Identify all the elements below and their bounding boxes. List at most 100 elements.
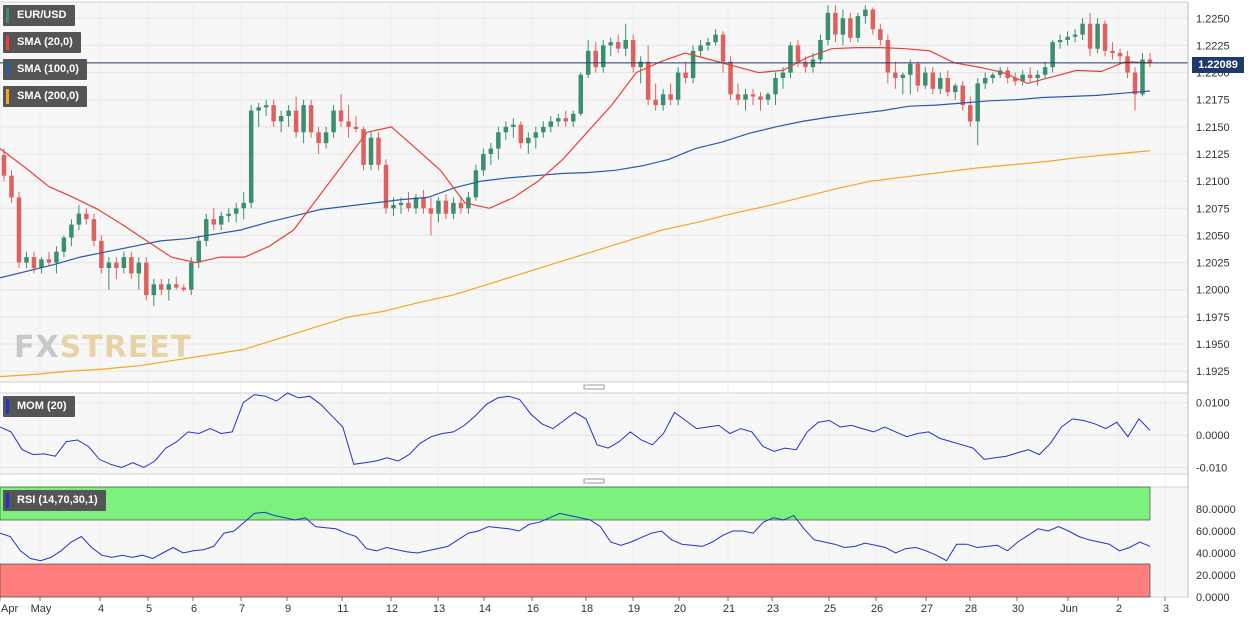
candle-body	[945, 78, 951, 93]
x-tick-label: 14	[479, 603, 491, 615]
candle-body	[750, 94, 756, 97]
candle-body	[803, 61, 808, 68]
rsi-line	[0, 511, 1151, 562]
sma200-tag[interactable]: SMA (200,0)	[3, 86, 87, 107]
x-tick-label: 2	[1116, 603, 1122, 615]
x-tick-label: Apr	[1, 603, 18, 615]
rsi-y-tick-label: 80.0000	[1196, 504, 1236, 516]
mom-panel-frame	[0, 392, 1189, 475]
candle-body	[705, 42, 711, 46]
sma100-swatch	[6, 62, 9, 77]
candle-body	[908, 63, 913, 75]
candle-body	[458, 202, 464, 209]
rsi-y-tick-label: 60.0000	[1196, 526, 1236, 538]
candle-body	[413, 197, 419, 209]
candle-body	[114, 262, 119, 268]
x-tick-label: 20	[674, 603, 686, 615]
sma100-tag[interactable]: SMA (100,0)	[3, 59, 87, 80]
candle-body	[660, 94, 666, 106]
candle-body	[54, 251, 59, 263]
y-tick-label: 1.2050	[1196, 230, 1230, 242]
mom-tag[interactable]: MOM (20)	[3, 396, 75, 417]
candle-body	[975, 83, 980, 122]
y-tick-label: 1.2100	[1196, 176, 1230, 188]
candle-body	[1050, 42, 1055, 68]
candle-body	[286, 110, 291, 116]
candle-body	[308, 105, 314, 133]
candle-body	[735, 94, 741, 100]
rsi-y-tick-label: 20.0000	[1196, 570, 1236, 582]
candle-body	[878, 29, 883, 40]
sma20-tag[interactable]: SMA (20,0)	[3, 32, 81, 53]
candle-body	[600, 45, 606, 68]
sma200-line	[0, 150, 1151, 378]
candle-body	[421, 197, 426, 209]
candle-body	[743, 94, 748, 100]
candle-body	[443, 200, 449, 214]
candle-body	[136, 262, 142, 274]
fxstreet-watermark: FXSTREET	[14, 330, 193, 365]
candle-body	[1042, 67, 1048, 75]
x-tick-label: 3	[1163, 603, 1169, 615]
candle-body	[1, 155, 7, 176]
symbol-tag[interactable]: EUR/USD	[3, 5, 75, 26]
candle-body	[496, 132, 501, 149]
candle-body	[488, 148, 494, 154]
candle-body	[46, 259, 52, 263]
candle-body	[368, 137, 374, 165]
candle-body	[129, 257, 134, 274]
candle-body	[518, 124, 524, 144]
candle-body	[758, 96, 763, 100]
candle-body	[31, 257, 37, 268]
candle-body	[990, 74, 995, 78]
symbol-swatch	[6, 8, 9, 23]
candle-body	[451, 202, 456, 214]
sma100-line	[0, 90, 1151, 279]
candle-body	[256, 107, 261, 111]
candle-body	[1087, 23, 1093, 49]
candle-body	[99, 240, 104, 268]
pane-splitter-1	[583, 384, 605, 390]
y-tick-label: 1.2125	[1196, 149, 1230, 161]
candle-body	[1102, 23, 1108, 51]
candle-body	[1125, 56, 1130, 73]
last-price-tag: 1.22089	[1192, 57, 1244, 73]
candle-body	[9, 175, 14, 198]
candle-body	[511, 124, 516, 127]
y-tick-label: 1.2075	[1196, 203, 1230, 215]
candle-body	[346, 121, 351, 127]
candle-body	[61, 237, 67, 252]
candle-body	[196, 240, 201, 263]
candle-body	[151, 284, 157, 296]
candle-body	[1095, 23, 1100, 49]
y-tick-label: 1.2000	[1196, 285, 1230, 297]
candle-body	[181, 287, 187, 290]
candle-body	[1020, 74, 1025, 82]
x-tick-label: 6	[191, 603, 197, 615]
x-tick-label: 7	[239, 603, 245, 615]
candle-body	[1140, 59, 1145, 95]
candle-body	[533, 132, 539, 138]
candle-body	[39, 259, 44, 268]
candle-body	[638, 61, 643, 68]
candle-body	[1035, 74, 1040, 78]
symbol-label: EUR/USD	[17, 9, 67, 21]
candle-body	[653, 99, 658, 106]
candle-body	[997, 70, 1003, 75]
candle-body	[353, 126, 359, 130]
rsi-label: RSI (14,70,30,1)	[17, 494, 98, 506]
candle-body	[316, 132, 321, 144]
candle-body	[481, 154, 486, 171]
candle-body	[818, 40, 823, 60]
candle-body	[885, 40, 891, 73]
x-tick-label: Jun	[1060, 603, 1078, 615]
candle-body	[923, 72, 928, 86]
candle-body	[398, 202, 404, 206]
candle-body	[556, 118, 561, 122]
y-tick-label: 1.1925	[1196, 366, 1230, 378]
candle-body	[571, 113, 576, 122]
rsi-tag[interactable]: RSI (14,70,30,1)	[3, 490, 106, 511]
rsi-swatch	[6, 493, 9, 508]
